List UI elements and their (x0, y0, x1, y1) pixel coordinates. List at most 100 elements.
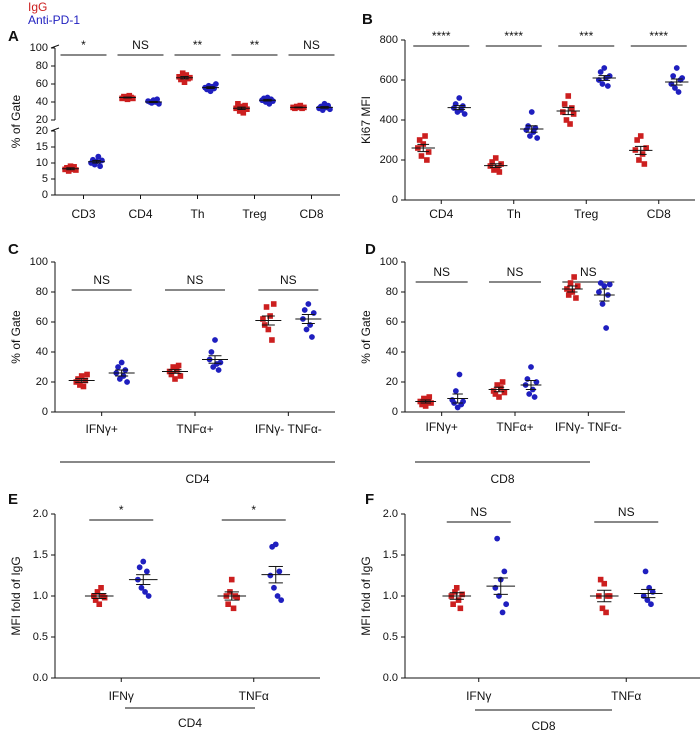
x-tick-label: Th (190, 207, 204, 221)
data-point (270, 301, 277, 307)
data-point (570, 111, 577, 117)
data-point (533, 379, 540, 385)
x-tick-label: IFNγ (466, 689, 491, 703)
y-tick-label: 2.0 (33, 508, 48, 520)
data-point (644, 597, 651, 603)
data-point (456, 371, 463, 378)
data-point (606, 281, 613, 288)
data-point (212, 337, 218, 343)
data-point (573, 295, 579, 301)
data-point (260, 316, 266, 322)
data-point (421, 395, 427, 402)
data-point (138, 584, 145, 591)
data-point (599, 605, 606, 612)
data-point (456, 95, 463, 101)
legend-entry: IgG (28, 0, 47, 14)
data-point (303, 326, 310, 333)
data-point (240, 110, 247, 116)
y-tick-label: 1.0 (33, 590, 48, 602)
data-point (418, 153, 425, 159)
data-point (124, 96, 131, 103)
data-point (531, 394, 538, 400)
data-point (95, 153, 102, 160)
data-point (271, 584, 277, 591)
data-point (97, 163, 103, 170)
data-point (565, 93, 572, 99)
data-point (278, 597, 285, 603)
significance-label: NS (618, 505, 635, 519)
data-point (101, 594, 108, 601)
y-tick-label: 40 (36, 346, 48, 358)
significance-label: NS (280, 273, 297, 287)
significance-label: * (119, 503, 124, 517)
data-point (560, 109, 566, 115)
y-tick-label: 10 (36, 157, 48, 169)
y-tick-label: 0.0 (383, 672, 398, 684)
y-tick-label: 60 (36, 78, 48, 90)
data-point (77, 382, 83, 388)
data-point (567, 121, 573, 127)
data-point (496, 169, 503, 175)
data-point (494, 382, 500, 388)
y-tick-label: 0 (42, 406, 48, 418)
y-tick-label: 20 (36, 114, 48, 126)
data-point (670, 73, 677, 79)
y-tick-label: 0 (392, 194, 398, 206)
data-point (567, 280, 574, 286)
y-axis-label: Ki67 MFI (359, 96, 373, 144)
data-point (235, 101, 241, 107)
data-point (461, 111, 468, 117)
x-tick-label: TNFα (611, 689, 641, 703)
y-axis-label: % of Gate (359, 310, 373, 364)
data-point (422, 133, 428, 139)
y-tick-label: 1.0 (383, 590, 398, 602)
data-point (301, 307, 308, 313)
data-point (215, 367, 222, 373)
data-point (459, 591, 465, 598)
group-label: CD4 (178, 716, 202, 730)
data-point (274, 593, 281, 599)
y-tick-label: 600 (380, 74, 398, 86)
data-point (424, 157, 430, 163)
data-point (238, 103, 245, 110)
data-point (426, 394, 433, 400)
panel-letter: A (8, 28, 19, 45)
data-point (177, 373, 184, 379)
y-tick-label: 20 (386, 376, 398, 388)
data-point (428, 400, 434, 406)
data-point (208, 349, 215, 355)
data-point (92, 597, 99, 603)
data-point (636, 157, 642, 163)
y-tick-label: 80 (386, 286, 398, 298)
data-point (217, 359, 224, 366)
data-point (642, 568, 649, 575)
data-point (490, 388, 497, 394)
y-tick-label: 80 (36, 286, 48, 298)
data-point (491, 167, 497, 173)
data-point (213, 81, 219, 87)
data-point (637, 133, 644, 139)
x-tick-label: Th (507, 207, 521, 221)
x-tick-label: IFNγ+ (85, 422, 117, 436)
x-tick-label: IFNγ- TNFα- (255, 422, 322, 436)
data-point (499, 379, 506, 385)
y-tick-label: 2.0 (383, 508, 398, 520)
data-point (499, 609, 506, 616)
data-point (276, 568, 283, 575)
data-point (643, 145, 649, 151)
data-point (501, 568, 508, 575)
panel-letter: D (365, 241, 376, 258)
data-point (175, 362, 182, 369)
y-tick-label: 80 (36, 60, 48, 72)
y-tick-label: 200 (380, 154, 398, 166)
data-point (675, 89, 682, 95)
significance-label: NS (93, 273, 110, 287)
data-point (140, 558, 147, 565)
data-point (494, 165, 501, 171)
y-tick-label: 100 (380, 256, 398, 268)
y-tick-label: 800 (380, 34, 398, 46)
y-tick-label: 60 (386, 316, 398, 328)
legend-entry: Anti-PD-1 (28, 13, 80, 27)
data-point (263, 304, 270, 310)
